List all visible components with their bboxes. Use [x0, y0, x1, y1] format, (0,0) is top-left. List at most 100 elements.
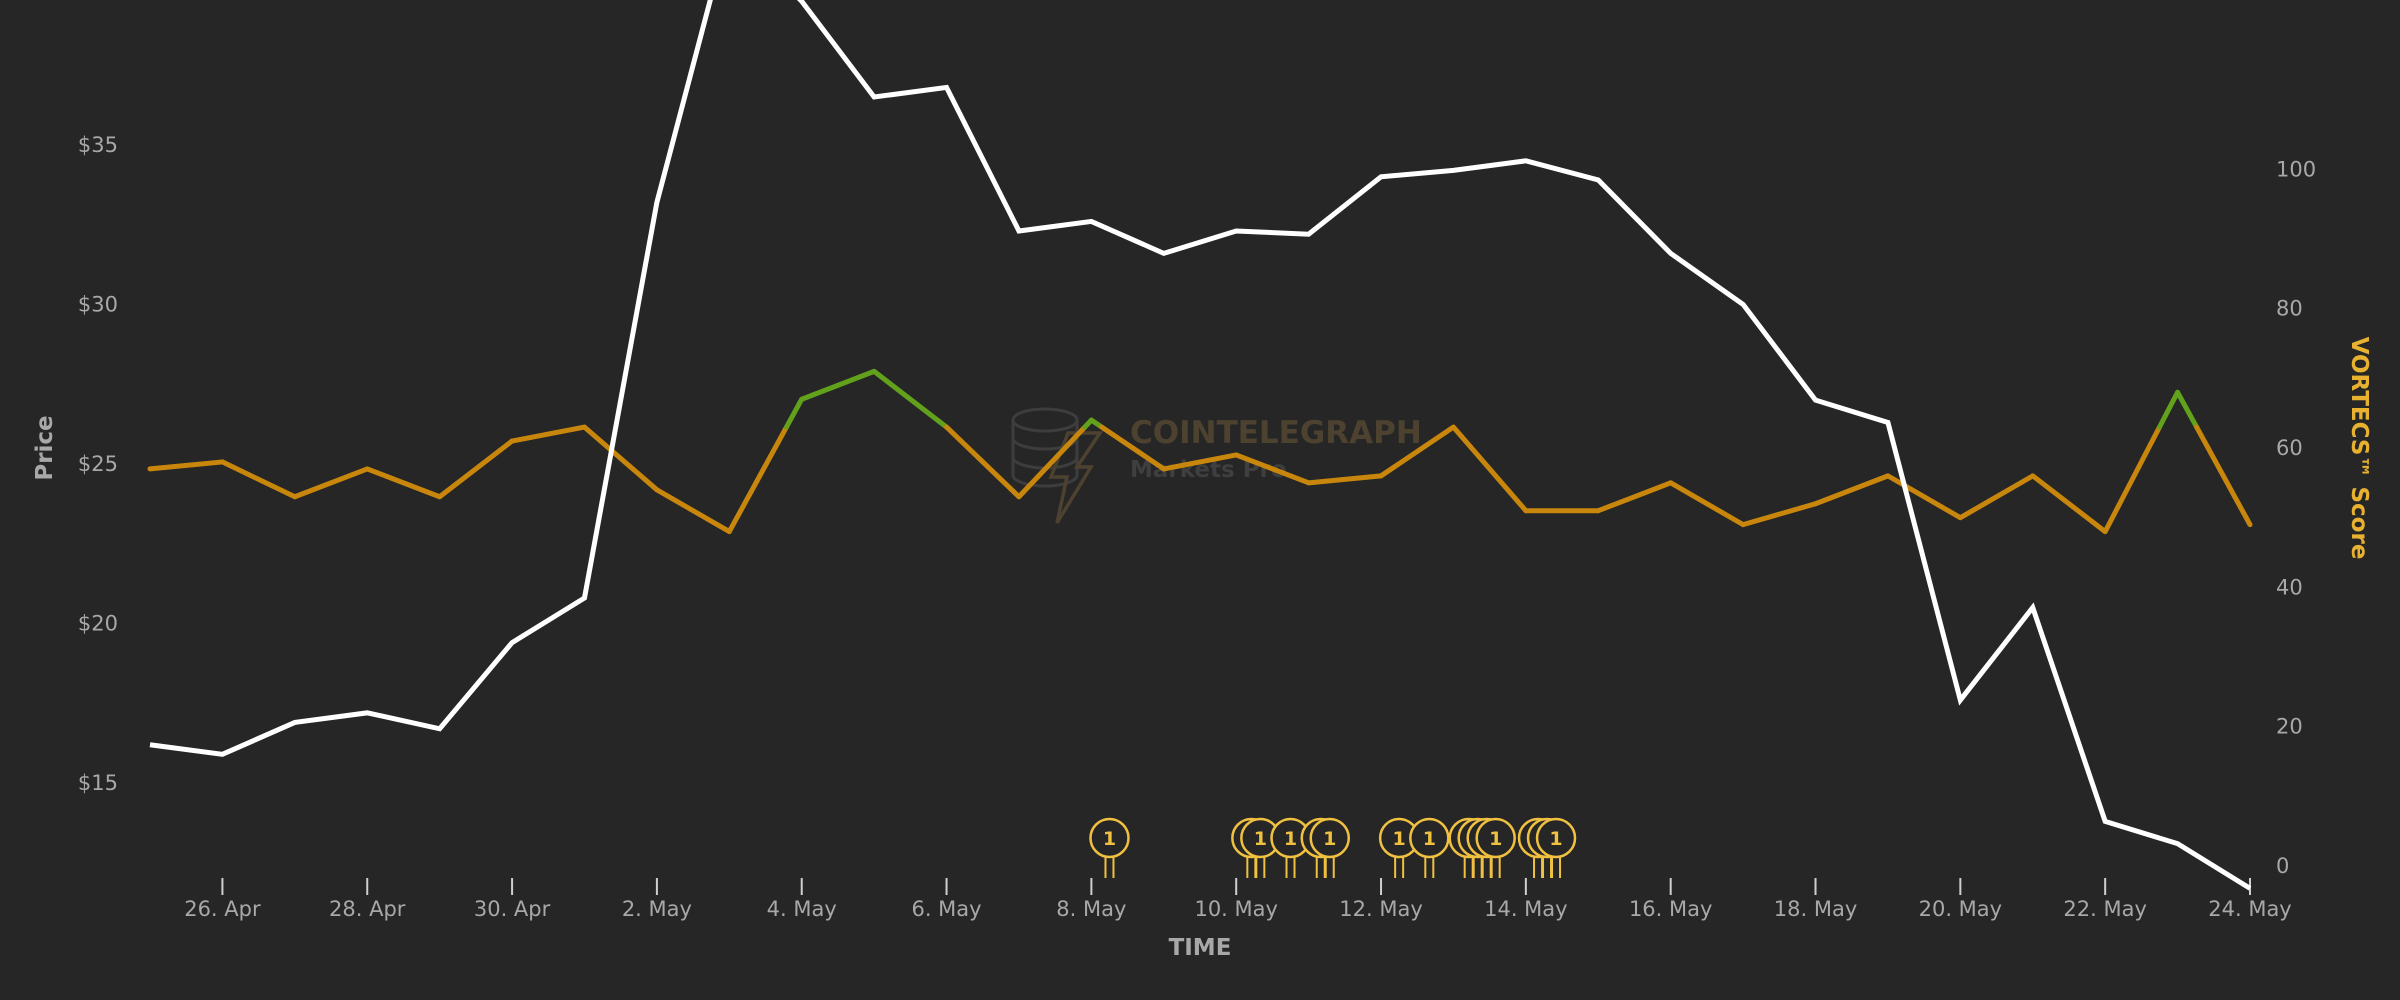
- x-tick-label: 24. May: [2208, 897, 2292, 921]
- vortecs-score-series: [147, 368, 2253, 535]
- event-flag-stem: [1285, 856, 1296, 878]
- y-tick-label: $25: [78, 452, 118, 476]
- score-line-segment: [1813, 473, 1891, 507]
- event-flag-label: 1: [1423, 828, 1436, 850]
- event-flag-icon[interactable]: 1: [1089, 817, 1130, 878]
- event-flag-icon[interactable]: 1: [1378, 817, 1420, 878]
- event-flag-stem: [1324, 856, 1335, 878]
- event-flag-stem: [1255, 856, 1266, 878]
- event-flag-label: 1: [1489, 828, 1502, 850]
- event-flag-stem: [1104, 856, 1115, 878]
- event-flag-icon[interactable]: 1: [1300, 817, 1350, 878]
- x-tick-label: 8. May: [1056, 897, 1126, 921]
- y2-tick-label: 80: [2276, 297, 2303, 321]
- score-line-segment: [2102, 424, 2162, 535]
- event-flag-icon[interactable]: 1: [1231, 817, 1281, 878]
- event-flag-label: 1: [1254, 828, 1267, 850]
- y-tick-label: $20: [78, 611, 118, 635]
- score-line-segment: [1885, 473, 1963, 521]
- x-tick-label: 12. May: [1339, 897, 1423, 921]
- x-tick-label: 20. May: [1919, 897, 2003, 921]
- score-line-segment: [2194, 424, 2253, 528]
- event-flag-circle: [1475, 817, 1516, 859]
- x-tick-label: 18. May: [1774, 897, 1858, 921]
- event-flag-circle: [1309, 817, 1350, 859]
- x-tick-label: 16. May: [1629, 897, 1713, 921]
- score-line-segment: [1450, 424, 1529, 514]
- event-flag-stem: [1424, 856, 1435, 878]
- event-flag-icon[interactable]: 1: [1270, 817, 1311, 878]
- event-flag-icon[interactable]: 1: [1409, 817, 1450, 878]
- event-flag-label: 1: [1323, 828, 1336, 850]
- left-axis-tick-labels: $15 $20 $25 $30 $35: [78, 133, 118, 795]
- event-flag-stem: [1315, 856, 1326, 878]
- x-tick-label: 6. May: [911, 897, 981, 921]
- event-flag-circle: [1535, 817, 1577, 859]
- score-line-segment: [2156, 389, 2181, 430]
- score-line-segment: [147, 459, 225, 472]
- y2-tick-label: 20: [2276, 715, 2303, 739]
- x-tick-label: 10. May: [1194, 897, 1278, 921]
- score-line-segment: [1233, 452, 1312, 486]
- event-flag-stem: [1246, 856, 1257, 878]
- y2-tick-label: 0: [2276, 854, 2289, 878]
- event-flag-circle: [1409, 817, 1450, 859]
- y-tick-label: $30: [78, 292, 118, 316]
- y2-tick-label: 40: [2276, 575, 2303, 599]
- x-tick-label: 28. Apr: [329, 897, 406, 921]
- watermark: COINTELEGRAPH Markets Pro: [1011, 407, 1422, 524]
- event-flag-label: 1: [1393, 828, 1406, 850]
- score-line-segment: [509, 424, 587, 444]
- event-flag-stem: [1490, 856, 1501, 878]
- event-flag-stem: [1533, 856, 1544, 878]
- y2-tick-label: 100: [2276, 157, 2316, 181]
- score-line-segment: [944, 424, 1022, 500]
- event-flag-icon[interactable]: 1: [1448, 817, 1516, 878]
- x-tick-label: 2. May: [622, 897, 692, 921]
- event-flag-stem: [1542, 856, 1553, 878]
- right-axis-tick-labels: 0 20 40 60 80 100: [2276, 157, 2316, 878]
- score-line-segment: [783, 396, 805, 430]
- score-line-segment: [1378, 424, 1456, 479]
- watermark-title: COINTELEGRAPH: [1130, 415, 1422, 451]
- event-flag-label: 1: [1549, 828, 1562, 850]
- x-tick-label: 30. Apr: [474, 897, 551, 921]
- score-line-segment: [1099, 424, 1167, 472]
- x-tick-label: 14. May: [1484, 897, 1568, 921]
- x-tick-label: 22. May: [2063, 897, 2147, 921]
- score-line-segment: [654, 487, 732, 535]
- score-line-segment: [1016, 424, 1088, 500]
- score-line-segment: [1306, 473, 1384, 486]
- event-flag-label: 1: [1103, 828, 1116, 850]
- event-flag-circle: [1089, 817, 1130, 859]
- x-tick-label: 26. Apr: [184, 897, 261, 921]
- price-line: [149, 0, 2252, 891]
- score-line-segment: [437, 438, 515, 500]
- score-line-segment: [726, 424, 789, 535]
- score-line-segment: [871, 368, 950, 430]
- event-flag-icon[interactable]: 1: [1517, 817, 1577, 878]
- score-line-segment: [2030, 473, 2108, 535]
- y-tick-label: $15: [78, 771, 118, 795]
- score-line-segment: [1740, 501, 1819, 528]
- score-line-segment: [364, 466, 443, 500]
- score-line-segment: [1595, 480, 1674, 514]
- y-tick-label: $35: [78, 133, 118, 157]
- x-axis-ticks: 26. Apr 28. Apr 30. Apr 2. May 4. May 6. May 8…: [184, 878, 2292, 921]
- y2-tick-label: 60: [2276, 436, 2303, 460]
- price-series: [149, 0, 2252, 891]
- y-axis-title: Price: [32, 415, 58, 480]
- score-line-segment: [799, 368, 877, 402]
- score-line-segment: [581, 424, 660, 493]
- x-axis-title: TIME: [1169, 935, 1232, 961]
- x-tick-label: 4. May: [767, 897, 837, 921]
- score-line-segment: [1668, 480, 1746, 528]
- event-flag-stem: [1551, 856, 1562, 878]
- event-flag-stem: [1394, 856, 1405, 878]
- score-line-segment: [2175, 389, 2200, 430]
- y2-axis-title: VORTECS™ Score: [2346, 337, 2372, 560]
- score-line-segment: [1161, 452, 1239, 472]
